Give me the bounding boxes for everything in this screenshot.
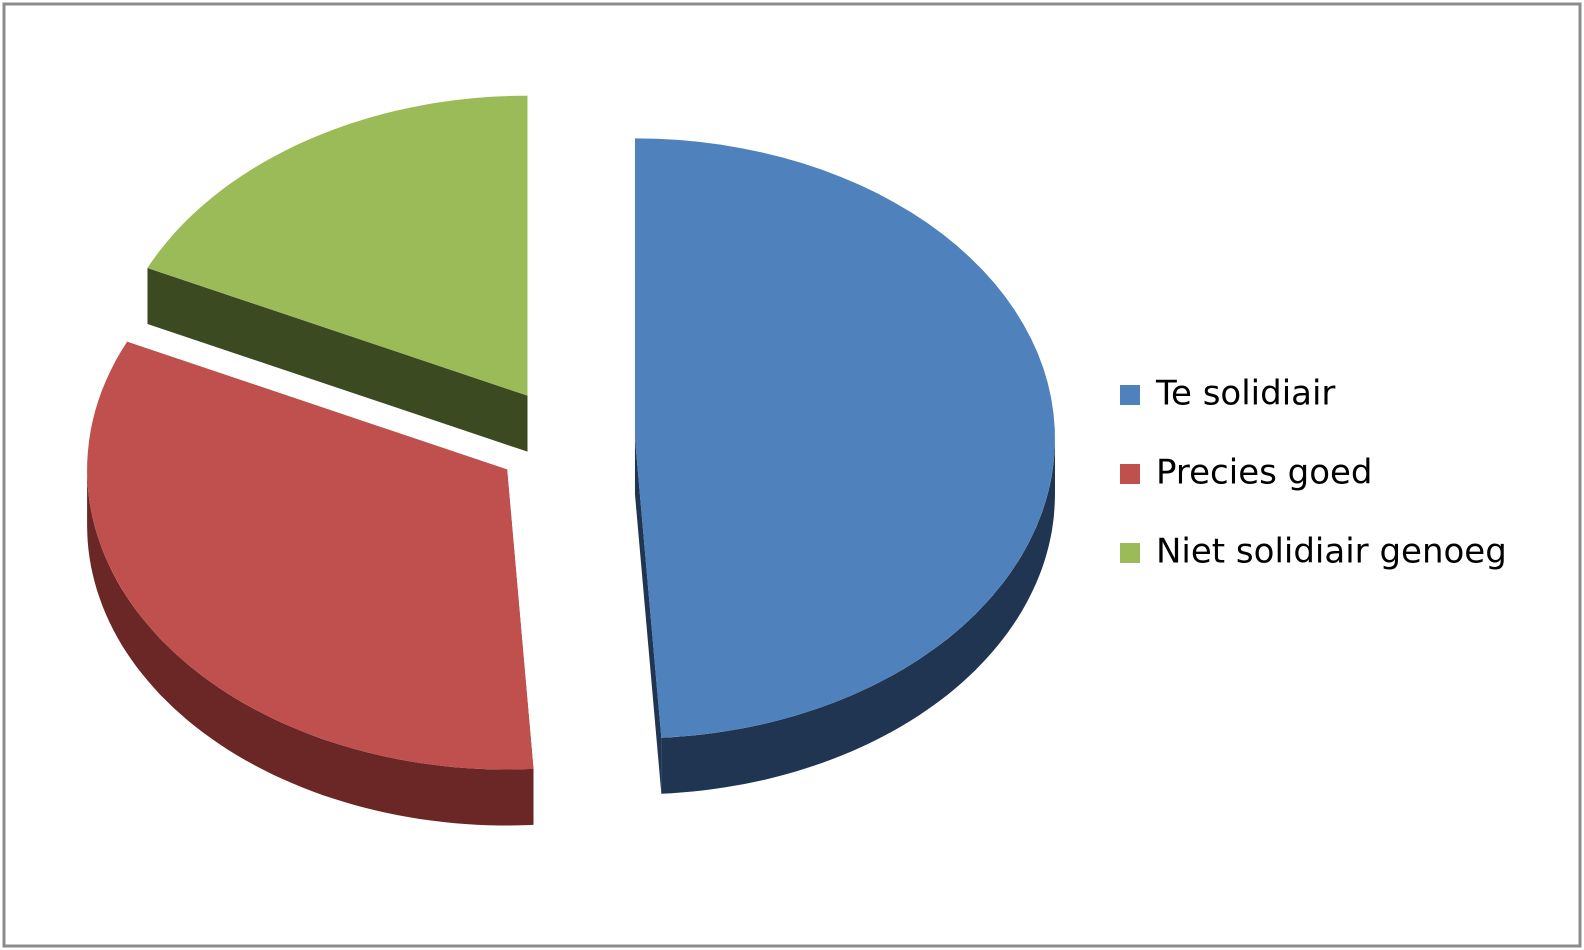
pie-slice	[634, 138, 1055, 738]
pie-slice	[87, 341, 534, 770]
legend-swatch	[1120, 543, 1140, 563]
slice-wall	[147, 267, 528, 452]
slice-wall	[634, 438, 662, 794]
slice-side	[87, 469, 534, 826]
legend-swatch	[1120, 385, 1140, 405]
pie-slice	[147, 95, 528, 396]
slice-side	[661, 438, 1055, 794]
legend-label: Niet solidiair genoeg	[1156, 532, 1507, 572]
legend-label: Te solidiair	[1155, 374, 1335, 414]
legend-swatch	[1120, 464, 1140, 484]
legend-label: Precies goed	[1156, 453, 1373, 493]
